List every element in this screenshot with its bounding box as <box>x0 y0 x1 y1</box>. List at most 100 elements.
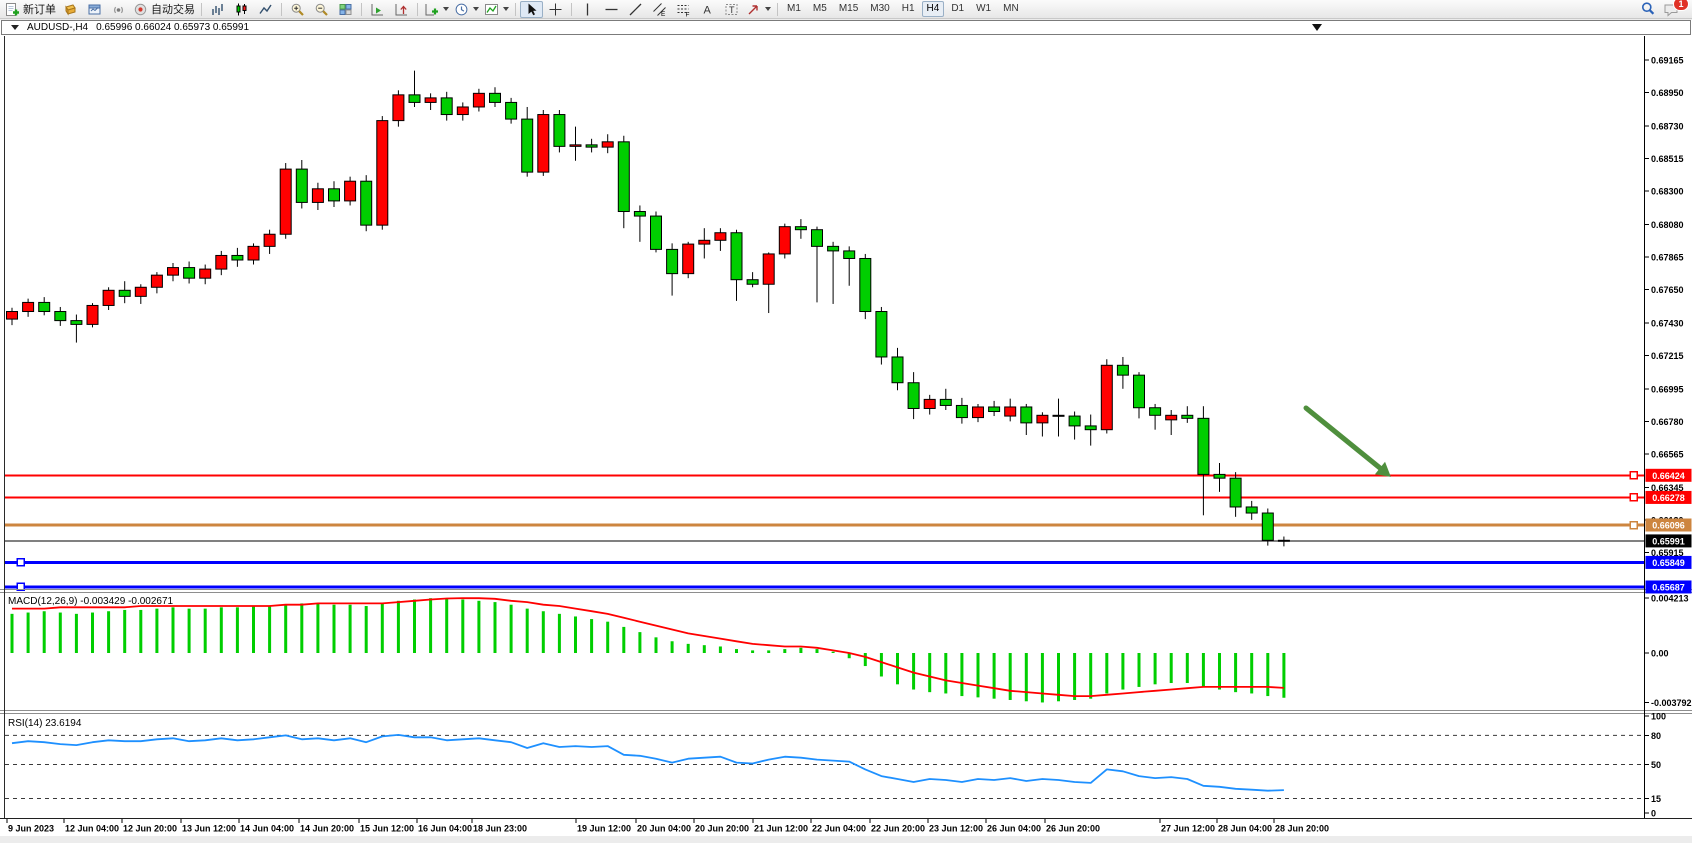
candle-body <box>1036 414 1049 424</box>
arrow-object-icon <box>748 4 758 14</box>
timeframe-button-W1[interactable]: W1 <box>976 3 992 14</box>
candle-body <box>199 268 212 279</box>
timeframe-button-H4[interactable]: H4 <box>921 1 945 17</box>
chart-title-bar[interactable]: AUDUSD-,H4 0.65996 0.66024 0.65973 0.659… <box>1 20 1691 35</box>
time-axis-label: 26 Jun 20:00 <box>1046 824 1100 834</box>
signals-button[interactable] <box>107 1 130 18</box>
price-axis-label: 0.68730 <box>1651 121 1684 131</box>
zoom-in-button[interactable] <box>286 1 309 18</box>
macd-histogram-bar <box>654 637 658 653</box>
notifications-button[interactable]: 1 <box>1660 0 1689 18</box>
macd-histogram-bar <box>751 650 755 653</box>
macd-histogram-bar <box>429 598 433 653</box>
macd-pane[interactable] <box>5 593 1644 709</box>
timeframe-button-H1[interactable]: H1 <box>901 3 915 14</box>
horizontal-lines[interactable] <box>5 471 1644 592</box>
main-price-pane[interactable] <box>5 37 1644 589</box>
candlestick-icon <box>236 3 247 15</box>
chart-shift-marker[interactable] <box>1312 24 1322 31</box>
macd-histogram-bar <box>364 606 368 653</box>
candle-body <box>633 211 646 217</box>
arrows-tool-button[interactable] <box>744 1 773 18</box>
price-tag <box>1645 468 1692 482</box>
metaeditor-button[interactable] <box>59 1 82 18</box>
macd-histogram-bar <box>992 653 996 699</box>
crosshair-tool-button[interactable] <box>544 1 567 18</box>
price-axis-label: 0.65915 <box>1651 548 1684 558</box>
terminal-window-button[interactable] <box>83 1 106 18</box>
price-tags: 0.66424 0.66278 0.66096 0.65849 0.65687 0.659… <box>1645 468 1692 594</box>
macd-histogram-bar <box>831 651 835 653</box>
toolbar-separator <box>201 2 202 16</box>
bar-chart-button[interactable] <box>206 1 229 18</box>
indicators-button[interactable] <box>482 1 511 18</box>
candle-body <box>666 248 679 275</box>
candle-body <box>440 97 453 116</box>
candle-body <box>1149 407 1162 416</box>
auto-trading-button[interactable]: 自动交易 <box>131 1 197 18</box>
vertical-line-tool-button[interactable] <box>576 1 599 18</box>
text-tool-button[interactable]: A <box>696 1 719 18</box>
candle-body <box>102 289 115 306</box>
periods-button[interactable] <box>452 1 481 18</box>
chevron-down-icon[interactable] <box>11 25 19 30</box>
arrow-annotation[interactable] <box>1303 405 1391 477</box>
search-button[interactable] <box>1636 1 1659 18</box>
zoom-out-button[interactable] <box>310 1 333 18</box>
candle-body <box>601 141 614 148</box>
timeframe-button-M30[interactable]: M30 <box>870 3 890 14</box>
timeframe-button-M5[interactable]: M5 <box>812 3 827 14</box>
timeframe-button-M15[interactable]: M15 <box>838 3 859 14</box>
macd-axis-label: 0.00 <box>1651 649 1669 659</box>
macd-histogram-bar <box>702 645 706 653</box>
candlestick-button[interactable] <box>230 1 253 18</box>
candle-body <box>231 254 244 261</box>
candle-body <box>617 141 630 213</box>
hline-anchor-marker <box>1629 471 1638 480</box>
macd-histogram-bar <box>1089 653 1093 699</box>
cursor-tool-button[interactable] <box>520 0 543 18</box>
timeframe-button-MN[interactable]: MN <box>1003 3 1019 14</box>
fibonacci-tool-button[interactable]: F <box>672 1 695 18</box>
rsi-pane[interactable] <box>5 714 1644 817</box>
line-chart-button[interactable] <box>254 1 277 18</box>
price-tag-label: 0.65849 <box>1652 558 1685 568</box>
rsi-axis-label: 80 <box>1651 731 1661 741</box>
macd-histogram-bar <box>235 607 239 653</box>
price-axis-label: 0.67215 <box>1651 351 1684 361</box>
macd-histogram-bar <box>622 626 626 653</box>
candle-body <box>247 245 260 261</box>
price-axis-label: 0.67650 <box>1651 285 1684 295</box>
time-axis[interactable]: 9 Jun 2023 12 Jun 04:00 12 Jun 20:00 13 Jun… <box>6 819 1329 834</box>
horizontal-line-tool-button[interactable] <box>600 1 623 18</box>
timeframe-button-M1[interactable]: M1 <box>787 3 801 14</box>
chart-shift-button[interactable] <box>390 1 413 18</box>
timeframe-group: M1 M5 M15 M30 H1 H4 D1 W1 MN <box>782 1 1024 17</box>
line-chart-icon <box>259 4 272 14</box>
candle-body <box>408 94 421 103</box>
macd-histogram-bar <box>912 653 916 690</box>
candle-body <box>650 215 662 250</box>
candle-body <box>54 311 67 322</box>
macd-histogram-bar <box>252 606 255 653</box>
candle-body <box>263 233 276 247</box>
macd-histogram-bar <box>493 602 497 653</box>
macd-histogram-bar <box>557 613 561 653</box>
timeframe-button-D1[interactable]: D1 <box>951 3 965 14</box>
macd-axis-label: -0.003792 <box>1651 698 1692 708</box>
tile-windows-button[interactable] <box>334 1 357 18</box>
price-tag <box>1645 490 1692 504</box>
candle-body <box>730 232 743 281</box>
new-chart-button[interactable] <box>422 1 451 18</box>
text-icon: A <box>704 4 712 16</box>
auto-scroll-button[interactable] <box>366 1 389 18</box>
notification-badge: 1 <box>1673 0 1689 11</box>
channel-tool-button[interactable]: E <box>648 1 671 18</box>
price-axis[interactable]: 0.69165 0.68950 0.68730 0.68515 0.68300 0.680… <box>1645 56 1692 819</box>
text-label-tool-button[interactable]: T <box>720 1 743 18</box>
zoom-in-icon <box>291 3 304 16</box>
candle-body <box>682 243 695 275</box>
new-order-button[interactable]: 新订单 <box>3 1 58 18</box>
trendline-tool-button[interactable] <box>624 1 647 18</box>
